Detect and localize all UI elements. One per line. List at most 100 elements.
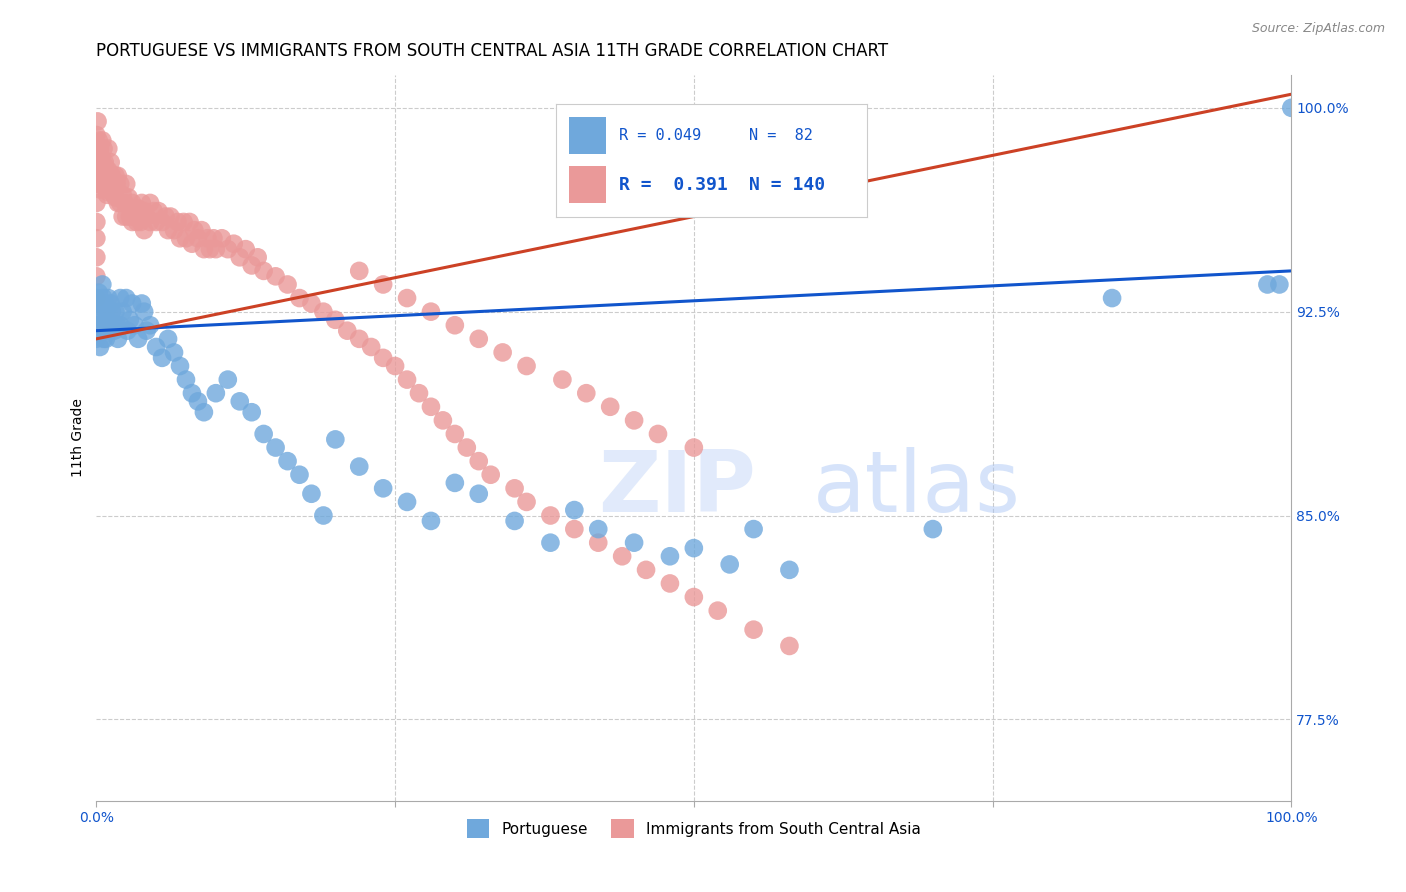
Point <box>97 324 120 338</box>
Point <box>634 563 657 577</box>
Point <box>197 231 219 245</box>
Point <box>93 291 115 305</box>
Point <box>468 487 491 501</box>
Point <box>349 459 371 474</box>
Point <box>139 196 162 211</box>
Point <box>86 128 108 142</box>
Point <box>100 177 122 191</box>
Point <box>229 394 252 409</box>
Point <box>240 259 263 273</box>
Point <box>444 475 467 490</box>
Point <box>89 340 111 354</box>
Point <box>105 177 128 191</box>
Point <box>134 223 156 237</box>
Point <box>89 142 111 156</box>
Point <box>575 386 598 401</box>
Point <box>86 114 108 128</box>
Point <box>179 215 201 229</box>
Point <box>94 161 117 175</box>
Text: ZIP: ZIP <box>598 448 756 531</box>
Point <box>202 231 225 245</box>
Point <box>91 277 114 292</box>
Point <box>93 318 115 333</box>
Point <box>264 269 287 284</box>
Point <box>198 242 221 256</box>
Point <box>96 169 118 183</box>
Point <box>86 161 108 175</box>
Text: atlas: atlas <box>813 448 1021 531</box>
Point <box>193 242 215 256</box>
Point <box>86 196 108 211</box>
Point <box>325 313 347 327</box>
Point <box>190 223 212 237</box>
Point <box>96 313 118 327</box>
Point <box>420 514 443 528</box>
Point <box>562 503 585 517</box>
Point <box>538 508 561 523</box>
Point <box>169 231 191 245</box>
Point <box>1268 277 1291 292</box>
Point <box>97 163 120 178</box>
Point <box>101 304 124 318</box>
Point <box>86 250 108 264</box>
Point <box>432 413 454 427</box>
Point <box>87 133 110 147</box>
Point <box>174 231 197 245</box>
Point <box>217 242 239 256</box>
Point <box>150 215 173 229</box>
Point <box>682 541 704 555</box>
Point <box>86 142 108 156</box>
Point <box>97 291 120 305</box>
Point <box>86 177 108 191</box>
Point <box>118 210 141 224</box>
Point <box>336 324 359 338</box>
Point <box>89 182 111 196</box>
Point <box>301 296 323 310</box>
Point <box>408 386 430 401</box>
Point <box>115 291 138 305</box>
Point <box>110 196 132 211</box>
Point <box>94 182 117 196</box>
Point <box>742 623 765 637</box>
Point <box>96 187 118 202</box>
Point <box>111 304 134 318</box>
Point <box>86 332 108 346</box>
Point <box>468 454 491 468</box>
Point <box>121 215 143 229</box>
Point <box>104 169 127 183</box>
Text: Source: ZipAtlas.com: Source: ZipAtlas.com <box>1251 22 1385 36</box>
Point <box>91 177 114 191</box>
Y-axis label: 11th Grade: 11th Grade <box>72 399 86 477</box>
Point <box>90 169 112 183</box>
Point <box>104 190 127 204</box>
Point <box>86 291 108 305</box>
Point <box>647 427 669 442</box>
Point <box>159 210 181 224</box>
Point <box>373 277 395 292</box>
Point <box>94 304 117 318</box>
Point <box>623 413 645 427</box>
Point <box>682 441 704 455</box>
Point <box>93 142 115 156</box>
Point <box>253 264 276 278</box>
Point <box>134 304 156 318</box>
Point <box>87 177 110 191</box>
Point <box>142 204 165 219</box>
Point <box>288 291 311 305</box>
Point <box>312 304 335 318</box>
Point <box>107 169 129 183</box>
Point <box>135 324 157 338</box>
Point <box>97 185 120 199</box>
Point <box>288 467 311 482</box>
Point <box>127 202 149 216</box>
Point <box>129 215 152 229</box>
Point <box>87 155 110 169</box>
Point <box>503 481 526 495</box>
Point <box>157 332 180 346</box>
Point <box>86 269 108 284</box>
Point <box>150 351 173 365</box>
Point <box>373 351 395 365</box>
Point <box>104 304 127 318</box>
Point <box>93 296 115 310</box>
Point <box>778 639 800 653</box>
